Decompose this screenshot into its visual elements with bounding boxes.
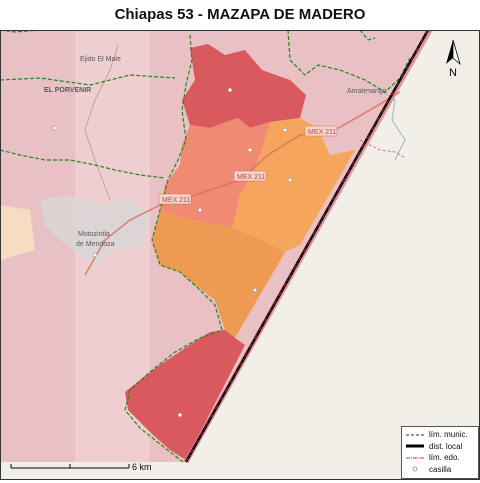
map-canvas[interactable]: Ejido El Male EL PORVENIR Amatenango Mot… bbox=[0, 30, 480, 480]
map-title: Chiapas 53 - MAZAPA DE MADERO bbox=[0, 0, 480, 30]
state-limit bbox=[185, 30, 429, 463]
svg-text:MEX 211: MEX 211 bbox=[162, 197, 190, 204]
road-secondary bbox=[84, 44, 119, 201]
legend-item-state: lím. edo. bbox=[405, 452, 475, 464]
svg-text:MEX 211: MEX 211 bbox=[237, 174, 265, 181]
legend-label: casilla bbox=[429, 464, 452, 474]
north-arrow: N bbox=[434, 38, 474, 82]
place-label-de-mendoza: de Mendoza bbox=[76, 241, 115, 248]
place-label-ejido-el-male: Ejido El Male bbox=[80, 56, 121, 63]
urban-area-motozintla bbox=[40, 195, 150, 265]
scale-end-label: 6 km bbox=[132, 462, 152, 472]
hollow-circle-icon bbox=[405, 464, 425, 474]
north-arrow-icon: N bbox=[446, 39, 461, 79]
dash-dot-red-line-icon bbox=[405, 453, 425, 463]
road-shield-3: MEX 211 bbox=[158, 193, 192, 205]
legend-label: lím. edo. bbox=[429, 453, 460, 463]
legend-label: dist. local bbox=[429, 441, 463, 451]
place-label-amatenango: Amatenango bbox=[347, 88, 387, 95]
scale-bar: 0 6 km bbox=[8, 458, 168, 478]
dashed-green-line-icon bbox=[405, 430, 425, 440]
legend-label: lím. munic. bbox=[429, 430, 468, 440]
map-svg: Ejido El Male EL PORVENIR Amatenango Mot… bbox=[0, 30, 480, 480]
road-shield-2: MEX 211 bbox=[233, 170, 267, 182]
section-orange bbox=[152, 210, 285, 338]
road-shield-1: MEX 211 bbox=[304, 125, 338, 137]
svg-text:MEX 211: MEX 211 bbox=[308, 129, 336, 136]
border-pink-dashed bbox=[359, 139, 406, 159]
yellowish-patch bbox=[0, 205, 35, 260]
legend-item-casilla: casilla bbox=[405, 464, 475, 476]
legend-item-municipal: lím. munic. bbox=[405, 429, 475, 441]
section-south-dark bbox=[125, 330, 245, 460]
place-label-el-porvenir: EL PORVENIR bbox=[44, 87, 91, 94]
casillas bbox=[52, 57, 371, 418]
thick-black-line-icon bbox=[405, 441, 425, 451]
section-orange-light bbox=[232, 118, 355, 252]
section-north-dark bbox=[182, 44, 306, 128]
place-label-motozintla: Motozintla bbox=[78, 231, 110, 238]
north-label: N bbox=[449, 67, 457, 79]
legend-item-district: dist. local bbox=[405, 441, 475, 453]
legend: lím. munic. dist. local lím. edo. casill… bbox=[401, 426, 479, 479]
